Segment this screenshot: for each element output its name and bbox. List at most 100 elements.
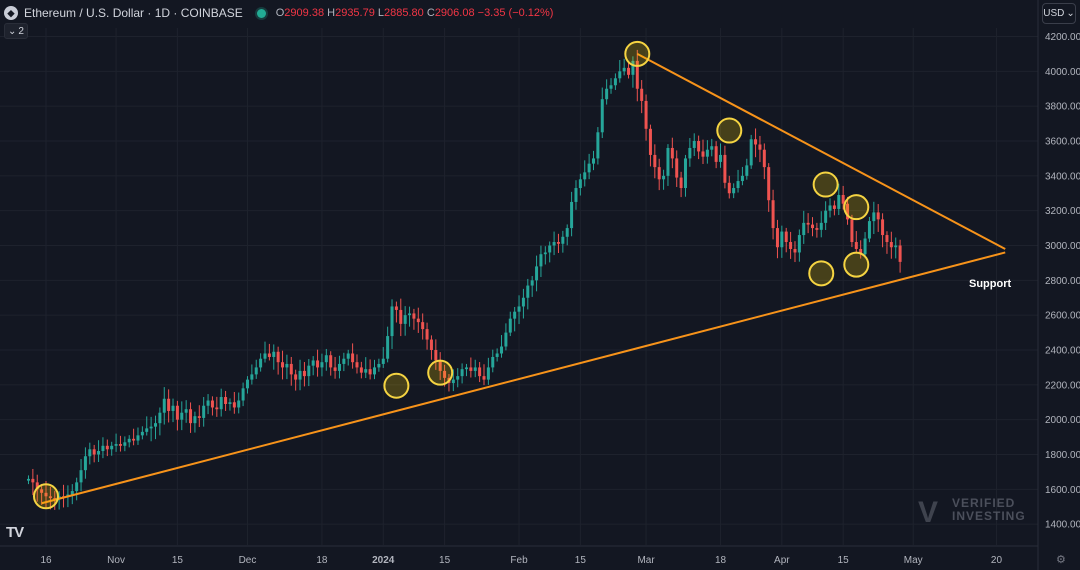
low-label: L <box>377 7 385 19</box>
candle-body <box>486 367 490 380</box>
candle-body <box>609 85 613 89</box>
candle-body <box>552 242 556 246</box>
candle-body <box>692 140 696 148</box>
candle-body <box>762 149 766 168</box>
candle-body <box>79 470 83 483</box>
candle-body <box>298 370 302 380</box>
chevron-down-icon: ⌄ <box>1066 8 1075 19</box>
x-tick-label: Feb <box>510 555 528 566</box>
low-value: 2885.80 <box>384 7 424 19</box>
ethereum-icon[interactable]: ◆ <box>4 6 18 20</box>
open-value: 2909.38 <box>284 7 325 19</box>
candle-body <box>320 362 324 368</box>
candle-body <box>596 132 600 159</box>
candle-body <box>526 285 530 298</box>
candle-body <box>670 147 674 159</box>
y-tick-label: 2000.00 <box>1045 415 1080 426</box>
candle-body <box>162 398 166 413</box>
candle-body <box>175 405 179 420</box>
indicator-count: 2 <box>18 25 24 37</box>
candle-body <box>482 376 486 380</box>
candle-body <box>140 431 144 436</box>
candle-body <box>473 367 477 371</box>
candle-body <box>232 402 236 408</box>
candle-body <box>48 496 52 499</box>
candle-body <box>114 444 118 446</box>
candle-body <box>535 266 539 281</box>
candle-body <box>311 360 315 366</box>
x-tick-label: Mar <box>637 555 655 566</box>
candle-body <box>583 172 587 180</box>
candle-body <box>228 402 232 404</box>
candle-body <box>302 370 306 377</box>
candle-body <box>307 365 311 377</box>
currency-label: USD <box>1043 8 1065 19</box>
candle-body <box>154 423 157 427</box>
y-tick-label: 2200.00 <box>1045 380 1080 391</box>
open-label: O <box>275 7 285 19</box>
candle-body <box>118 444 122 446</box>
candle-body <box>355 362 359 368</box>
currency-button[interactable]: USD ⌄ <box>1042 3 1076 24</box>
gear-icon[interactable]: ⚙ <box>1056 554 1066 566</box>
candle-body <box>206 400 210 406</box>
symbol-title[interactable]: Ethereum / U.S. Dollar · 1D · COINBASE <box>24 6 243 20</box>
candle-body <box>872 212 876 222</box>
candle-body <box>574 188 578 202</box>
candle-body <box>653 154 657 168</box>
candle-body <box>254 367 258 375</box>
candle-body <box>97 451 101 455</box>
candle-body <box>272 351 276 357</box>
indicator-toggle-button[interactable]: ⌄ 2 <box>4 23 28 39</box>
candle-body <box>754 139 758 145</box>
candle-body <box>587 163 591 173</box>
market-status-icon[interactable] <box>256 8 266 18</box>
candle-body <box>846 203 850 220</box>
candle-body <box>167 398 171 411</box>
candle-body <box>789 242 793 249</box>
candle-body <box>889 242 893 248</box>
candle-body <box>561 236 565 244</box>
candle-body <box>780 231 784 248</box>
candle-body <box>373 367 376 375</box>
y-tick-label: 4200.00 <box>1045 32 1080 43</box>
candle-body <box>105 445 109 450</box>
y-tick-label: 3400.00 <box>1045 171 1080 182</box>
x-tick-label: 15 <box>575 555 587 566</box>
candle-body <box>316 360 320 368</box>
candle-body <box>565 228 569 237</box>
candle-body <box>688 147 692 159</box>
candle-body <box>53 498 57 500</box>
watermark-line-2: INVESTING <box>952 509 1026 523</box>
candle-body <box>504 332 508 347</box>
candle-body <box>767 167 771 201</box>
support-annotation: Support <box>969 278 1012 290</box>
watermark: V VERIFIED INVESTING <box>918 497 1025 529</box>
candle-body <box>622 67 626 72</box>
tradingview-logo[interactable]: TV <box>6 524 24 541</box>
candle-body <box>745 165 749 176</box>
candle-body <box>771 200 775 229</box>
candle-body <box>386 336 390 359</box>
candle-body <box>324 355 328 363</box>
candle-body <box>421 322 425 330</box>
candle-body <box>714 146 718 162</box>
candle-body <box>543 252 547 255</box>
candle-body <box>679 177 683 189</box>
candle-body <box>828 205 832 211</box>
touch-point-circle <box>843 251 870 278</box>
close-value: 2906.08 <box>434 7 475 19</box>
candle-body <box>364 369 368 373</box>
x-tick-label: Dec <box>239 555 257 566</box>
candle-body <box>701 151 705 157</box>
candle-body <box>881 219 885 236</box>
candle-body <box>548 245 552 253</box>
touch-point-circle <box>33 483 59 510</box>
y-tick-label: 3800.00 <box>1045 102 1080 113</box>
candle-body <box>184 409 188 413</box>
y-tick-label: 1400.00 <box>1045 520 1080 531</box>
candle-body <box>88 449 92 457</box>
candle-body <box>657 167 661 180</box>
